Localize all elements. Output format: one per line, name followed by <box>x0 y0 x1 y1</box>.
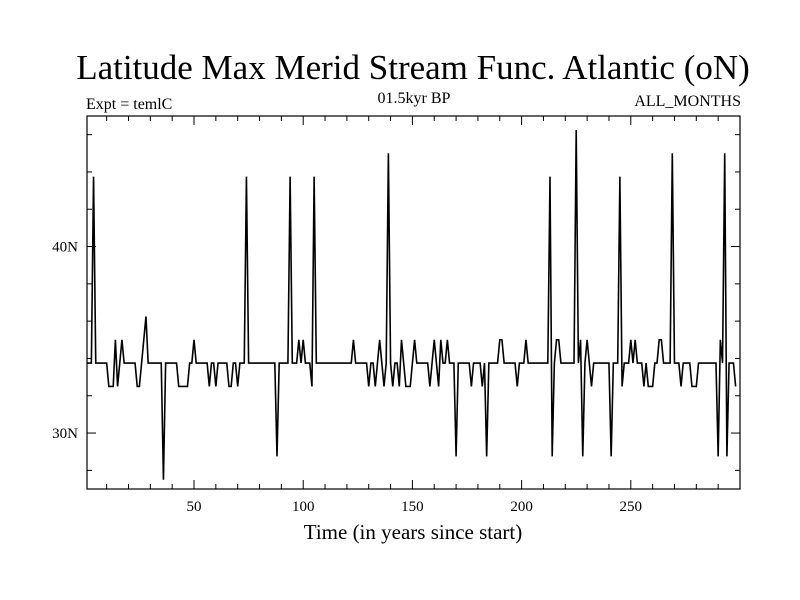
y-tick-labels: 30N 40N <box>52 240 78 442</box>
plot-frame <box>86 115 741 490</box>
x-tick-label: 50 <box>187 499 202 515</box>
x-tick-label: 150 <box>401 499 424 515</box>
chart-title: Latitude Max Merid Stream Func. Atlantic… <box>76 48 750 87</box>
series-line <box>87 129 737 480</box>
axis-ticks <box>87 116 740 489</box>
subtitle-right: ALL_MONTHS <box>634 93 741 110</box>
x-tick-label: 200 <box>510 499 533 515</box>
x-tick-label: 100 <box>292 499 315 515</box>
y-tick-label: 30N <box>52 426 78 442</box>
subtitle-center: 01.5kyr BP <box>378 90 451 107</box>
x-tick-label: 250 <box>620 499 643 515</box>
x-tick-labels: 50 100 150 200 250 <box>187 499 643 515</box>
subtitle-left: Expt = temlC <box>86 96 172 113</box>
x-axis-label: Time (in years since start) <box>304 520 523 544</box>
y-tick-label: 40N <box>52 240 78 256</box>
